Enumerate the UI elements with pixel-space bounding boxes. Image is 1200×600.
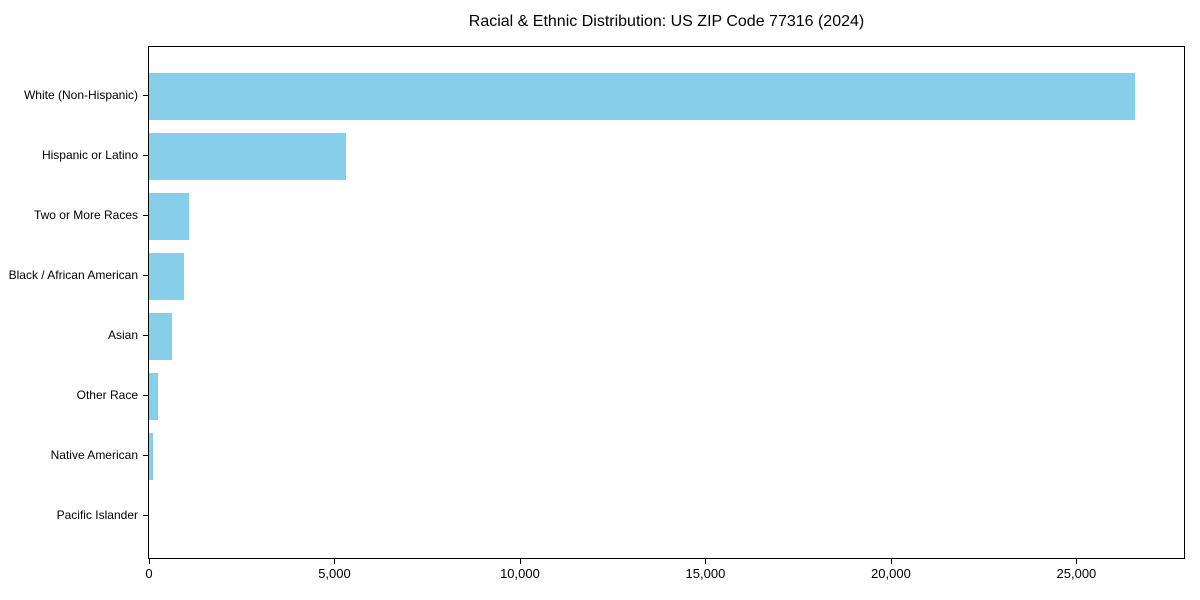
bar-other-race: [149, 372, 159, 420]
x-axis-tick: [705, 559, 707, 564]
y-axis-label: Native American: [50, 448, 138, 462]
chart-title: Racial & Ethnic Distribution: US ZIP Cod…: [468, 13, 865, 30]
y-axis-label: Pacific Islander: [56, 508, 138, 522]
y-axis-tick: [143, 395, 148, 396]
y-axis-label: Hispanic or Latino: [41, 148, 138, 162]
y-axis-tick: [143, 95, 148, 96]
x-axis-tick-label: 0: [145, 566, 153, 581]
bar-white-non-hispanic: [149, 72, 1136, 120]
plot-area: [148, 46, 1185, 559]
x-axis-tick: [519, 559, 521, 564]
x-axis-tick: [149, 559, 150, 564]
y-axis-label: Two or More Races: [33, 208, 138, 222]
y-axis-tick: [143, 335, 148, 336]
y-axis-tick: [143, 455, 148, 456]
y-axis-label: White (Non-Hispanic): [23, 88, 138, 102]
x-axis-tick: [1076, 559, 1078, 564]
x-axis-tick-label: 10,000: [500, 566, 540, 581]
bar-native-american: [149, 432, 154, 480]
y-axis-tick: [143, 275, 148, 276]
x-axis-tick: [890, 559, 892, 564]
bar-asian: [149, 312, 172, 360]
y-axis-tick: [143, 155, 148, 156]
y-axis-label: Other Race: [76, 388, 138, 402]
bar-hispanic-or-latino: [149, 132, 346, 180]
x-axis-tick-label: 15,000: [685, 566, 726, 581]
y-axis-label: Black / African American: [8, 268, 138, 282]
y-axis-tick: [143, 215, 148, 216]
x-axis-tick-label: 20,000: [871, 566, 911, 581]
bar-black-african-american: [149, 252, 184, 300]
y-axis-tick: [143, 515, 148, 516]
y-axis-label: Asian: [107, 328, 138, 342]
x-axis-tick-label: 25,000: [1056, 566, 1097, 581]
bar-two-or-more-races: [149, 192, 190, 240]
x-axis-tick-label: 5,000: [318, 566, 351, 581]
x-axis-tick: [334, 559, 336, 564]
